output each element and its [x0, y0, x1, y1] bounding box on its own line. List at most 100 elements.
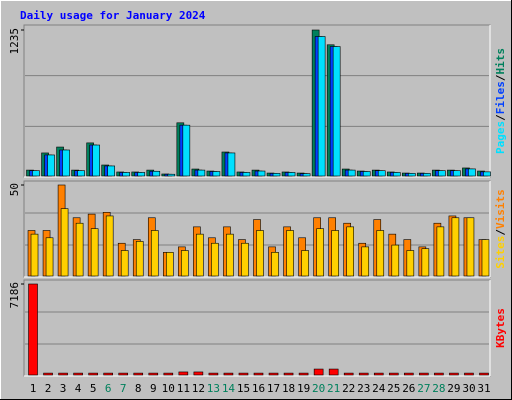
x-tick-label: 15: [237, 382, 250, 395]
x-tick-label: 30: [462, 382, 475, 395]
bar: [331, 230, 339, 277]
bar: [392, 172, 401, 177]
bar: [408, 173, 416, 177]
bar: [328, 368, 339, 376]
bar: [135, 241, 144, 277]
bar: [226, 233, 234, 277]
bar: [75, 222, 84, 277]
x-tick-label: 21: [327, 382, 340, 395]
bar: [347, 169, 356, 177]
bar: [122, 172, 131, 177]
bar: [197, 169, 206, 177]
bar: [313, 368, 324, 376]
bar: [436, 226, 445, 277]
bar: [105, 215, 114, 277]
bar: [241, 242, 249, 277]
bar: [73, 372, 83, 376]
legend-entry: Files: [494, 81, 507, 114]
x-tick-label: 3: [60, 382, 67, 395]
bar: [227, 152, 236, 177]
x-tick-label: 5: [90, 382, 97, 395]
x-tick-label: 26: [402, 382, 415, 395]
bar: [90, 228, 99, 277]
bar: [152, 170, 161, 177]
bar: [361, 246, 370, 277]
y-tick-label: 50: [8, 183, 21, 196]
x-tick-label: 27: [417, 382, 430, 395]
x-tick-label: 8: [135, 382, 142, 395]
x-tick-label: 9: [150, 382, 157, 395]
bar: [466, 217, 475, 277]
bar: [77, 170, 85, 177]
x-tick-label: 1: [30, 382, 37, 395]
x-tick-label: 25: [387, 382, 400, 395]
bar: [47, 154, 55, 177]
x-tick-label: 23: [357, 382, 370, 395]
legend-entry: Hits: [494, 48, 507, 75]
bar: [60, 208, 69, 277]
bar: [287, 172, 296, 177]
bar: [208, 372, 219, 376]
legend: Pages/Files/Hits: [494, 48, 507, 154]
legend-separator: /: [494, 114, 507, 121]
bar: [388, 372, 399, 376]
bar: [242, 172, 251, 177]
bar: [391, 244, 400, 277]
bar: [377, 170, 386, 177]
x-tick-label: 11: [177, 382, 190, 395]
legend-entry: Sites: [494, 236, 507, 269]
x-tick-label: 24: [372, 382, 386, 395]
y-tick-label: 1235: [8, 28, 21, 55]
bar: [419, 372, 429, 376]
x-tick-label: 31: [477, 382, 490, 395]
bar: [271, 252, 279, 277]
bar: [434, 372, 444, 376]
bar: [120, 250, 129, 277]
x-tick-label: 17: [267, 382, 280, 395]
bar: [182, 124, 191, 177]
x-tick-label: 16: [252, 382, 265, 395]
bar: [150, 230, 159, 277]
chart-title: Daily usage for January 2024: [20, 9, 206, 22]
legend: KBytes: [494, 308, 507, 348]
bar: [286, 230, 294, 277]
bar: [283, 372, 294, 376]
bar: [92, 144, 100, 177]
bar: [103, 372, 113, 376]
bar: [133, 372, 144, 376]
bar: [376, 230, 385, 277]
x-tick-label: 14: [222, 382, 236, 395]
x-tick-label: 28: [432, 382, 445, 395]
bar: [406, 250, 415, 277]
bar: [438, 170, 446, 177]
bar: [181, 250, 189, 277]
legend: Sites/Visits: [494, 189, 507, 269]
bar: [301, 250, 309, 277]
bar: [302, 173, 311, 177]
legend-separator: /: [494, 74, 507, 81]
legend-entry: Pages: [494, 121, 507, 154]
bar: [316, 228, 324, 277]
legend-entry: KBytes: [494, 308, 507, 348]
bar: [346, 226, 354, 277]
bar: [107, 165, 115, 177]
bar: [404, 372, 414, 376]
bar: [163, 372, 174, 376]
bar: [196, 233, 204, 277]
bar: [45, 237, 54, 277]
bar: [483, 171, 491, 177]
bar: [62, 149, 70, 177]
x-tick-label: 18: [282, 382, 295, 395]
x-tick-label: 13: [207, 382, 220, 395]
x-tick-label: 12: [192, 382, 205, 395]
x-tick-label: 29: [447, 382, 460, 395]
bar: [118, 372, 129, 376]
x-tick-label: 7: [120, 382, 127, 395]
bar: [28, 283, 38, 376]
x-tick-label: 20: [312, 382, 325, 395]
bar: [373, 372, 384, 376]
bar: [166, 252, 174, 277]
bar: [257, 170, 266, 177]
plot-area: [23, 279, 491, 377]
